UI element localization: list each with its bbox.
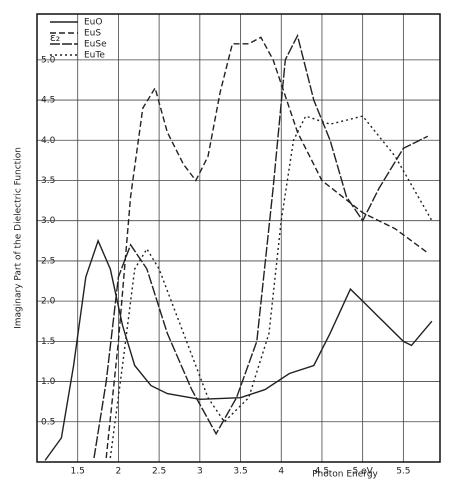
y-tick-label: 3.0 [41, 216, 56, 226]
x-tick-label: 2 [116, 467, 122, 477]
y-tick-label: 0.5 [41, 417, 55, 427]
y-tick-label: 1.0 [41, 377, 56, 387]
y-tick-label: 2.5 [41, 256, 55, 266]
series-line [93, 33, 429, 459]
legend-label: EuS [84, 29, 101, 39]
x-tick-label: 3.5 [233, 467, 247, 477]
x-tick-label: 4 [278, 467, 284, 477]
y-tick-label: 4.5 [41, 96, 55, 106]
plot-frame [36, 13, 441, 463]
x-tick-label: 4.5 [315, 467, 329, 477]
x-tick-label: 2.5 [152, 467, 166, 477]
x-axis-label: Photon Energy [312, 470, 378, 480]
x-tick-label: 5 eV [353, 467, 374, 477]
y-tick-label: 3.5 [41, 176, 55, 186]
y-axis-label: Imaginary Part of the Dielectric Functio… [14, 147, 24, 329]
x-tick-label: 3 [197, 467, 203, 477]
y-tick-label: 5.0 [41, 55, 56, 65]
y-tick-label: 2.0 [41, 297, 56, 307]
y-tick-label: 1.5 [41, 337, 55, 347]
series-line [109, 115, 433, 459]
legend-label: EuSe [84, 40, 107, 50]
series-line [44, 238, 433, 461]
legend-label: EuTe [84, 51, 105, 61]
legend-label: EuO [84, 18, 102, 28]
x-tick-label: 1.5 [71, 467, 85, 477]
x-tick-label: 5.5 [396, 467, 410, 477]
y-tick-label: 4.0 [41, 136, 56, 146]
y-symbol: ε₂ [50, 31, 60, 44]
series-line [105, 36, 429, 459]
